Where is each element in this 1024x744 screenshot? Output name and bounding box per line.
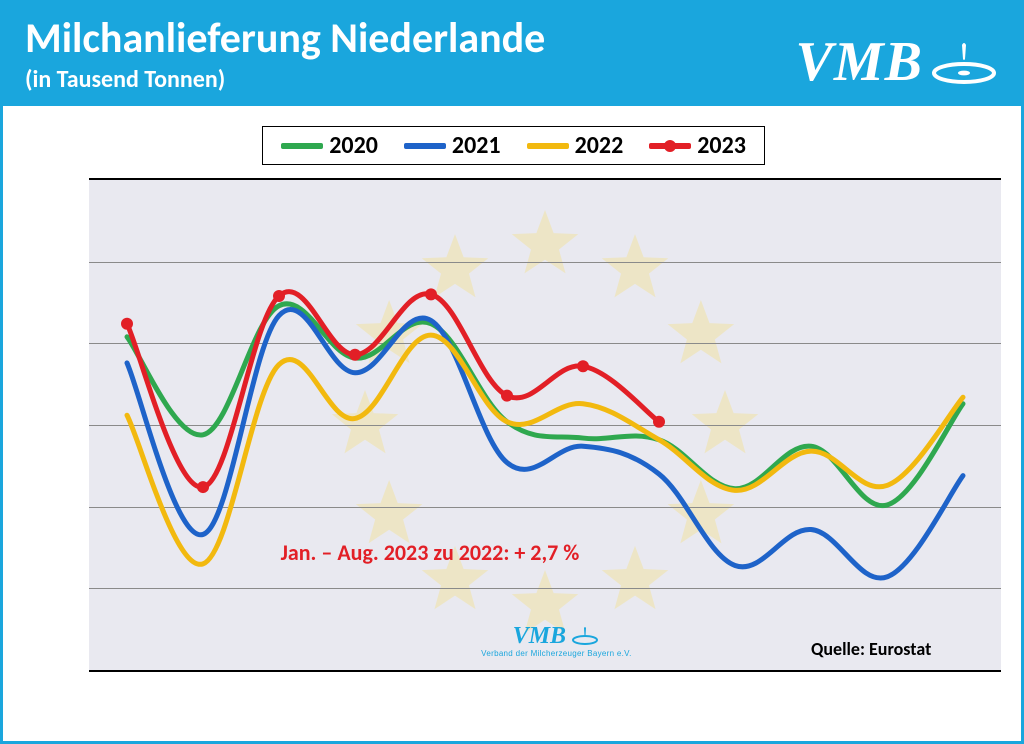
x-axis-label: Aug — [641, 670, 677, 672]
x-axis-label: Sep — [718, 670, 751, 672]
series-marker-2023 — [653, 416, 665, 428]
series-marker-2023 — [425, 288, 437, 300]
source-label: Quelle: Eurostat — [811, 638, 931, 660]
x-axis-label: Dez — [946, 670, 979, 672]
legend-item-2021: 2021 — [404, 131, 501, 160]
series-2020 — [127, 304, 963, 506]
x-axis-label: Okt — [795, 670, 828, 672]
comparison-annotation: Jan. – Aug. 2023 zu 2022: + 2,7 % — [281, 539, 580, 566]
header-text-block: Milchanlieferung Niederlande (in Tausend… — [25, 17, 545, 94]
legend-swatch — [404, 143, 446, 149]
legend: 2020 2021 2022 2023 — [262, 126, 765, 165]
legend-label: 2022 — [575, 131, 624, 160]
series-marker-2023 — [273, 290, 285, 302]
series-marker-2023 — [121, 318, 133, 330]
vmb-logo-text: VMB — [796, 30, 924, 94]
vmb-logo-icon — [929, 39, 999, 85]
vmb-watermark-text: VMB — [481, 624, 631, 648]
plot-background: 1.0001.0501.1001.1501.2001.2501.300JanFe… — [89, 178, 1001, 672]
chart-area: 1.0001.0501.1001.1501.2001.2501.300JanFe… — [3, 106, 1021, 741]
legend-label: 2023 — [697, 131, 746, 160]
series-marker-2023 — [501, 390, 513, 402]
page-frame: Milchanlieferung Niederlande (in Tausend… — [0, 0, 1024, 744]
x-axis-label: Apr — [339, 670, 372, 672]
legend-swatch — [649, 143, 691, 149]
x-axis-label: Jun — [492, 670, 523, 672]
x-axis-label: Feb — [187, 670, 220, 672]
legend-item-2023: 2023 — [649, 131, 746, 160]
series-marker-2023 — [197, 481, 209, 493]
x-axis-label: Mai — [413, 670, 449, 672]
x-axis-label: Jul — [571, 670, 596, 672]
series-2023 — [127, 292, 659, 488]
series-2022 — [127, 335, 963, 564]
series-marker-2023 — [349, 349, 361, 361]
vmb-watermark: VMBVerband der Milcherzeuger Bayern e.V. — [481, 624, 631, 658]
vmb-logo: VMB — [796, 30, 1000, 94]
legend-label: 2021 — [452, 131, 501, 160]
series-lines — [89, 180, 1001, 670]
legend-item-2022: 2022 — [527, 131, 624, 160]
x-axis-label: Nov — [869, 670, 906, 672]
legend-label: 2020 — [329, 131, 378, 160]
vmb-watermark-subtext: Verband der Milcherzeuger Bayern e.V. — [481, 649, 631, 658]
legend-swatch — [527, 143, 569, 149]
header: Milchanlieferung Niederlande (in Tausend… — [3, 3, 1021, 106]
legend-swatch — [281, 143, 323, 149]
legend-item-2020: 2020 — [281, 131, 378, 160]
x-axis-label: Mrz — [261, 670, 297, 672]
series-marker-2023 — [577, 360, 589, 372]
chart-subtitle: (in Tausend Tonnen) — [25, 65, 545, 94]
chart-title: Milchanlieferung Niederlande — [25, 17, 545, 61]
x-axis-label: Jan — [112, 670, 142, 672]
